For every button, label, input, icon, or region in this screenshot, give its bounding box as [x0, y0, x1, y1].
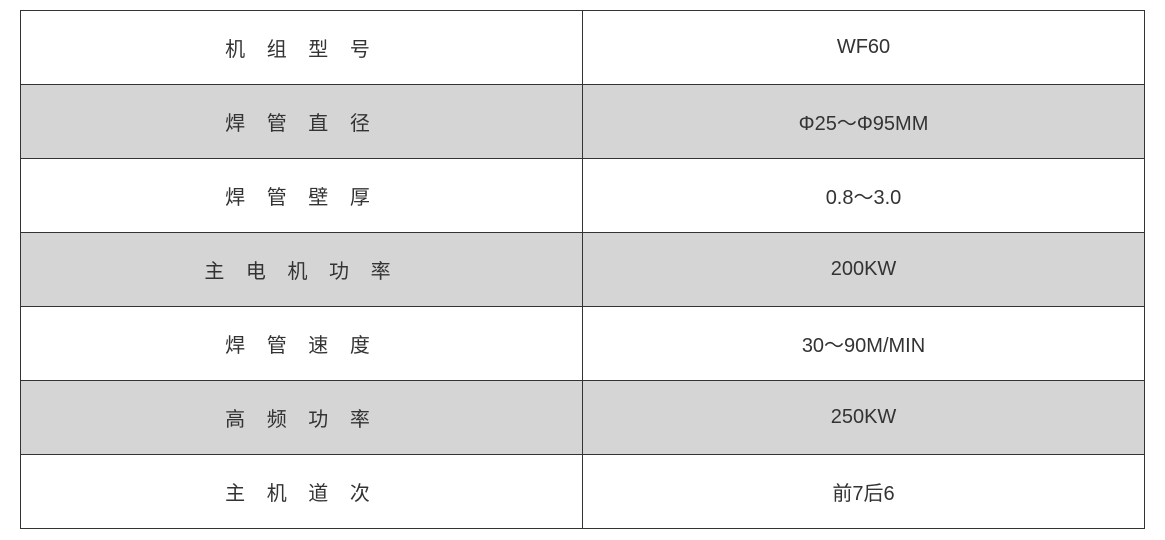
spec-label: 焊 管 速 度: [21, 307, 583, 381]
spec-value: 200KW: [583, 233, 1145, 307]
table-row: 焊 管 速 度 30～90M/MIN: [21, 307, 1145, 381]
specification-table: 机 组 型 号 WF60 焊 管 直 径 Φ25～Φ95MM 焊 管 壁 厚 0…: [20, 10, 1145, 529]
spec-value: 前7后6: [583, 455, 1145, 529]
spec-label: 高 频 功 率: [21, 381, 583, 455]
spec-label: 焊 管 壁 厚: [21, 159, 583, 233]
spec-value: Φ25～Φ95MM: [583, 85, 1145, 159]
table-row: 机 组 型 号 WF60: [21, 11, 1145, 85]
spec-value: 250KW: [583, 381, 1145, 455]
spec-value: 30～90M/MIN: [583, 307, 1145, 381]
table-row: 焊 管 壁 厚 0.8～3.0: [21, 159, 1145, 233]
table-row: 高 频 功 率 250KW: [21, 381, 1145, 455]
spec-value: 0.8～3.0: [583, 159, 1145, 233]
table-body: 机 组 型 号 WF60 焊 管 直 径 Φ25～Φ95MM 焊 管 壁 厚 0…: [21, 11, 1145, 529]
spec-label: 机 组 型 号: [21, 11, 583, 85]
table-row: 焊 管 直 径 Φ25～Φ95MM: [21, 85, 1145, 159]
spec-value: WF60: [583, 11, 1145, 85]
table-row: 主 机 道 次 前7后6: [21, 455, 1145, 529]
table-row: 主 电 机 功 率 200KW: [21, 233, 1145, 307]
spec-label: 主 电 机 功 率: [21, 233, 583, 307]
spec-label: 焊 管 直 径: [21, 85, 583, 159]
spec-label: 主 机 道 次: [21, 455, 583, 529]
